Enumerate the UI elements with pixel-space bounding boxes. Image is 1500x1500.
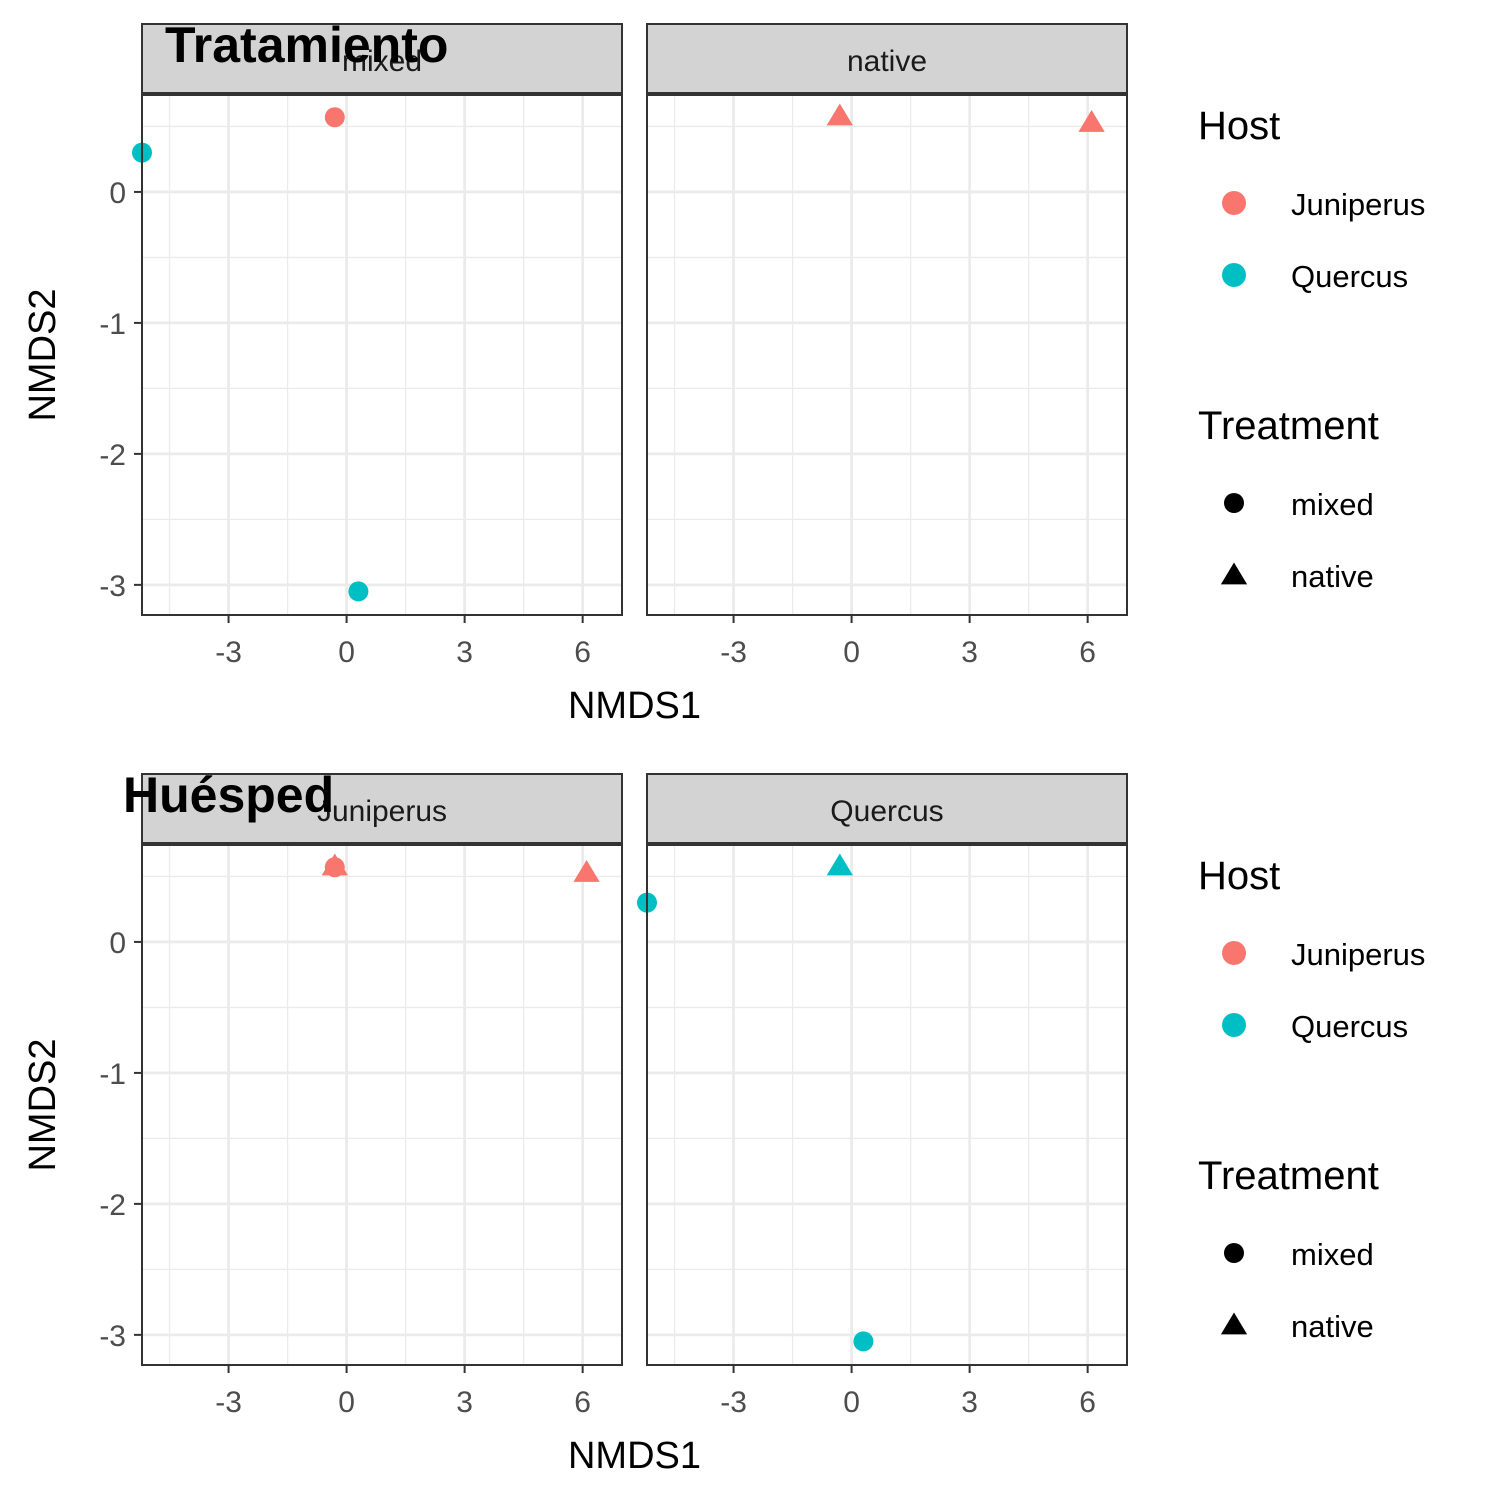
legend-title-treatment: Treatment: [1198, 404, 1379, 448]
x-axis-title: NMDS1: [568, 1435, 701, 1477]
x-tick-label: 0: [843, 636, 860, 669]
x-tick-label: 3: [456, 636, 473, 669]
legend-key-quercus: [1222, 1013, 1246, 1037]
panel-border: [646, 844, 1128, 1366]
legend-label: native: [1291, 559, 1374, 594]
plot-tag: Huésped: [123, 767, 334, 823]
legend-key-mixed: [1224, 1243, 1244, 1263]
panel-background: [142, 845, 622, 1365]
legend: Host Juniperus Quercus Treatment mixed native: [1198, 854, 1425, 1344]
legend-key-mixed: [1224, 493, 1244, 513]
y-tick-label: 0: [109, 177, 126, 210]
point-quercus-mixed: [853, 1331, 874, 1352]
panel-background: [647, 95, 1127, 615]
y-tick-label: 0: [109, 927, 126, 960]
chart-huesped: Juniperus -3 0 3 6 -3 -2 -1 0 Quercus -3 0 3 6 NMDS1 NM…: [22, 767, 1425, 1477]
point-juniperus-native: [321, 853, 348, 876]
legend-label: Juniperus: [1291, 937, 1425, 972]
x-tick-label: 6: [574, 1386, 591, 1419]
facet-strip: [141, 23, 623, 94]
point-quercus-native: [826, 853, 853, 876]
facet-panel-native: native -3 0 3 6: [646, 23, 1128, 669]
legend-key-juniperus: [1222, 191, 1246, 215]
facet-strip-label: Juniperus: [317, 795, 447, 828]
facet-panel-juniperus: Juniperus -3 0 3 6 -3 -2 -1 0: [99, 773, 623, 1419]
legend: Host Juniperus Quercus Treatment mixed native: [1198, 104, 1425, 594]
point-quercus-mixed: [348, 581, 369, 602]
legend-label: mixed: [1291, 1237, 1374, 1272]
y-axis-title: NMDS2: [22, 288, 64, 421]
x-tick-label: -3: [215, 1386, 242, 1419]
legend-key-native: [1220, 1312, 1248, 1335]
x-tick-label: 0: [338, 636, 355, 669]
facet-strip-label: mixed: [342, 45, 422, 78]
legend-label: Quercus: [1291, 1009, 1408, 1044]
panel-border: [141, 844, 623, 1366]
point-juniperus-native: [573, 860, 600, 882]
x-tick-label: 0: [338, 1386, 355, 1419]
x-tick-label: 6: [574, 636, 591, 669]
x-tick-label: -3: [720, 636, 747, 669]
facet-strip: [646, 23, 1128, 94]
legend-title-host: Host: [1198, 854, 1280, 898]
x-tick-label: 3: [456, 1386, 473, 1419]
x-tick-label: -3: [215, 636, 242, 669]
facet-panel-mixed: mixed -3 0 3 6 -3 -2 -1 0: [99, 23, 623, 669]
panel-background: [142, 95, 622, 615]
panel-border: [141, 94, 623, 616]
facet-panel-quercus: Quercus -3 0 3 6: [637, 773, 1128, 1419]
y-axis-title: NMDS2: [22, 1038, 64, 1171]
legend-label: native: [1291, 1309, 1374, 1344]
legend-label: mixed: [1291, 487, 1374, 522]
x-tick-label: -3: [720, 1386, 747, 1419]
facet-strip: [646, 773, 1128, 844]
x-tick-label: 6: [1079, 1386, 1096, 1419]
y-tick-label: -2: [99, 1189, 126, 1222]
x-tick-label: 3: [961, 1386, 978, 1419]
facet-strip-label: Quercus: [830, 795, 943, 828]
plot-tag: Tratamiento: [165, 17, 448, 73]
point-juniperus-native: [826, 103, 853, 126]
legend-title-host: Host: [1198, 104, 1280, 148]
legend-key-quercus: [1222, 263, 1246, 287]
point-juniperus-native: [1078, 110, 1105, 132]
panel-background: [647, 845, 1127, 1365]
x-tick-label: 3: [961, 636, 978, 669]
y-tick-label: -1: [99, 1058, 126, 1091]
legend-key-native: [1220, 562, 1248, 585]
y-tick-label: -1: [99, 308, 126, 341]
legend-label: Juniperus: [1291, 187, 1425, 222]
facet-strip-label: native: [847, 45, 927, 78]
x-axis-title: NMDS1: [568, 685, 701, 727]
y-tick-label: -3: [99, 570, 126, 603]
legend-label: Quercus: [1291, 259, 1408, 294]
x-tick-label: 6: [1079, 636, 1096, 669]
chart-tratamiento: mixed -3 0 3 6 -3 -2 -1 0 native -3 0 3 6 NMDS1 NMDS2 Tr…: [22, 17, 1425, 727]
panel-border: [646, 94, 1128, 616]
point-juniperus-mixed: [324, 107, 345, 128]
legend-key-juniperus: [1222, 941, 1246, 965]
facet-strip: [141, 773, 623, 844]
y-tick-label: -3: [99, 1320, 126, 1353]
legend-title-treatment: Treatment: [1198, 1154, 1379, 1198]
y-tick-label: -2: [99, 439, 126, 472]
x-tick-label: 0: [843, 1386, 860, 1419]
